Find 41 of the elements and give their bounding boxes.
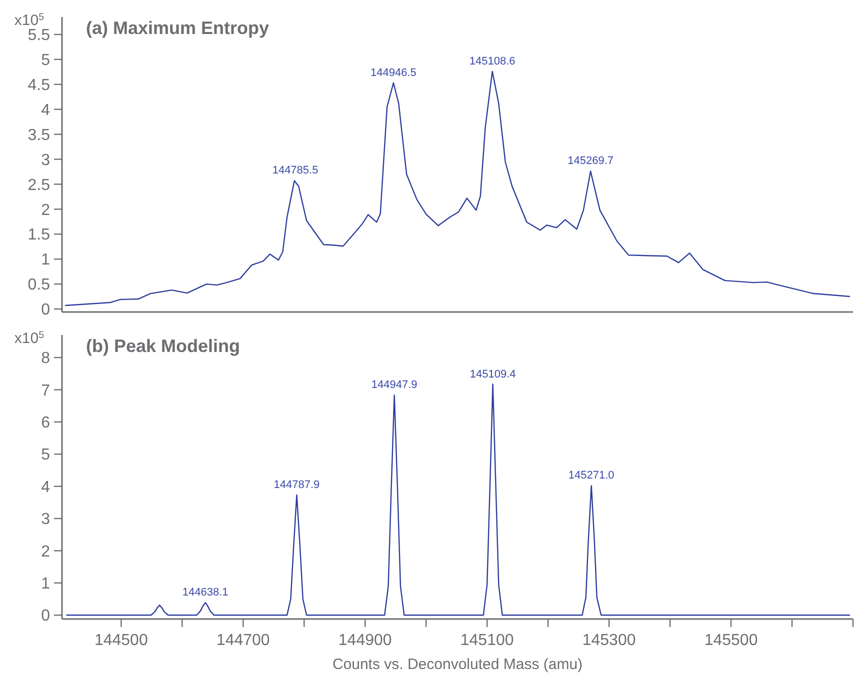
y-tick-label: 2: [41, 543, 50, 560]
x-tick-label: 145300: [582, 632, 636, 649]
y-tick-label: 3: [41, 511, 50, 528]
x-tick-label: 145500: [704, 632, 758, 649]
annotation: 144947.9: [371, 379, 418, 392]
y-tick-label: 1: [41, 252, 50, 269]
annotation: 145108.6: [469, 55, 516, 68]
y-tick-label: 1: [41, 576, 50, 593]
x-tick-label: 144900: [338, 632, 392, 649]
annotation: 144946.5: [370, 66, 416, 79]
annotation: 145269.7: [568, 155, 614, 168]
x-axis-title: Counts vs. Deconvoluted Mass (amu): [332, 656, 583, 673]
y-tick-label: 0: [41, 608, 50, 625]
y-tick-label: 2: [41, 202, 50, 219]
annotation: 145271.0: [568, 470, 614, 482]
x-tick-label: 144500: [94, 632, 148, 649]
chart-title: (a) Maximum Entropy: [86, 18, 270, 38]
y-tick-label: 1.5: [28, 226, 50, 244]
annotation: 144638.1: [182, 586, 228, 599]
y-tick-label: 5: [41, 446, 50, 464]
y-tick-label: 4: [41, 102, 50, 119]
annotation: 145109.4: [470, 368, 516, 380]
y-tick-label: 2.5: [28, 176, 50, 194]
annotation: 144787.9: [274, 479, 320, 492]
y-tick-label: 4.5: [28, 76, 50, 94]
y-tick-label: 0: [41, 302, 50, 319]
y-tick-label: 7: [41, 382, 50, 400]
chart-title: (b) Peak Modeling: [86, 336, 240, 356]
y-tick-label: 5.5: [28, 27, 50, 44]
y-tick-label: 6: [41, 414, 50, 432]
y-axis-title: x10$^{5}$: [14, 12, 45, 29]
y-axis-title: x10$^{5}$: [14, 330, 45, 347]
y-tick-label: 3.5: [28, 126, 50, 144]
x-tick-label: 144700: [216, 632, 270, 649]
y-tick-label: 5: [41, 52, 50, 70]
y-tick-label: 3: [41, 152, 50, 169]
y-tick-label: 0.5: [28, 276, 50, 294]
y-tick-label: 8: [41, 350, 50, 368]
annotation: 144785.5: [272, 164, 318, 177]
x-tick-label: 145100: [460, 632, 514, 649]
y-tick-label: 4: [41, 478, 50, 496]
